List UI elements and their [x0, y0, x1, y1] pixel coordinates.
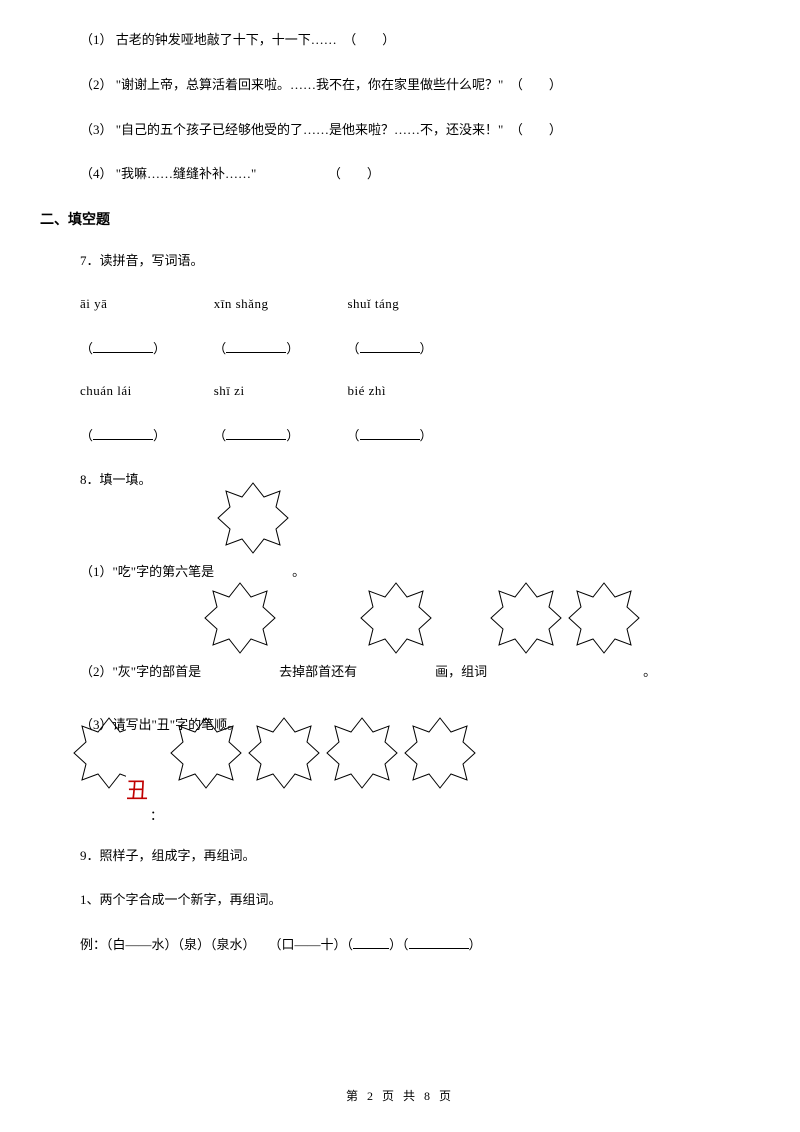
q9-example: 例：（白——水）（泉）（泉水） （口——十）（ ）（ ）: [80, 935, 730, 956]
blank[interactable]: [409, 937, 469, 949]
star-shape[interactable]: [565, 615, 643, 693]
question-2: （2） "谢谢上帝，总算活着回来啦。……我不在，你在家里做些什么呢？" （ ）: [80, 75, 730, 96]
q8-1-b: 。: [292, 563, 305, 593]
blank[interactable]: [226, 341, 286, 353]
q8-3-stars: 丑 ：: [70, 750, 730, 828]
blank[interactable]: [93, 428, 153, 440]
q8-1-a: （1）"吃"字的第六笔是: [80, 563, 214, 593]
section-heading: 二、填空题: [40, 209, 730, 229]
q9-ex-a: 例：（白——水）（泉）（泉水） （口——十）（: [80, 937, 353, 952]
q8-2-c: 画，组词: [435, 663, 487, 693]
blank[interactable]: [93, 341, 153, 353]
q8-title: 8．填一填。: [80, 470, 730, 491]
question-3: （3） "自己的五个孩子已经够他受的了……是他来啦？……不，还没来！" （ ）: [80, 120, 730, 141]
pinyin-row-2: chuán lái shī zi bié zhì: [80, 383, 730, 399]
star-shape[interactable]: [487, 615, 565, 693]
q8-2-b: 去掉部首还有: [279, 663, 357, 693]
star-shape[interactable]: [401, 750, 479, 828]
question-1: （1） 古老的钟发哑地敲了十下，十一下…… （ ）: [80, 30, 730, 51]
q9-ex-b: ）（: [389, 937, 409, 952]
blank[interactable]: [353, 937, 389, 949]
q9-ex-c: ）: [469, 937, 482, 952]
pinyin-row-1: āi yā xīn shǎng shuǐ táng: [80, 296, 730, 312]
blank-row-2: （） （） （）: [80, 425, 730, 444]
q7-title: 7．读拼音，写词语。: [80, 251, 730, 272]
pinyin-2b: shī zi: [214, 383, 344, 399]
pinyin-2c: bié zhì: [348, 383, 387, 399]
pinyin-1a: āi yā: [80, 296, 210, 312]
q9-sub: 1、两个字合成一个新字，再组词。: [80, 890, 730, 911]
blank[interactable]: [226, 428, 286, 440]
pinyin-2a: chuán lái: [80, 383, 210, 399]
pinyin-1b: xīn shǎng: [214, 296, 344, 312]
chou-char: 丑: [126, 773, 148, 805]
star-chou: 丑: [70, 750, 148, 828]
q8-2-d: 。: [643, 663, 656, 693]
pinyin-1c: shuǐ táng: [348, 296, 400, 312]
blank[interactable]: [360, 428, 420, 440]
q8-2-a: （2）"灰"字的部首是: [80, 663, 201, 693]
colon: ：: [150, 805, 163, 828]
question-4: （4） "我嘛……缝缝补补……" （ ）: [80, 164, 730, 185]
star-shape[interactable]: [201, 615, 279, 693]
star-shape[interactable]: [323, 750, 401, 828]
star-shape[interactable]: [245, 750, 323, 828]
star-shape[interactable]: [357, 615, 435, 693]
blank[interactable]: [360, 341, 420, 353]
blank-row-1: （） （） （）: [80, 338, 730, 357]
page-footer: 第 2 页 共 8 页: [0, 1087, 800, 1104]
star-shape[interactable]: [167, 750, 245, 828]
q8-2-line: （2）"灰"字的部首是 去掉部首还有 画，组词 。: [80, 615, 730, 693]
